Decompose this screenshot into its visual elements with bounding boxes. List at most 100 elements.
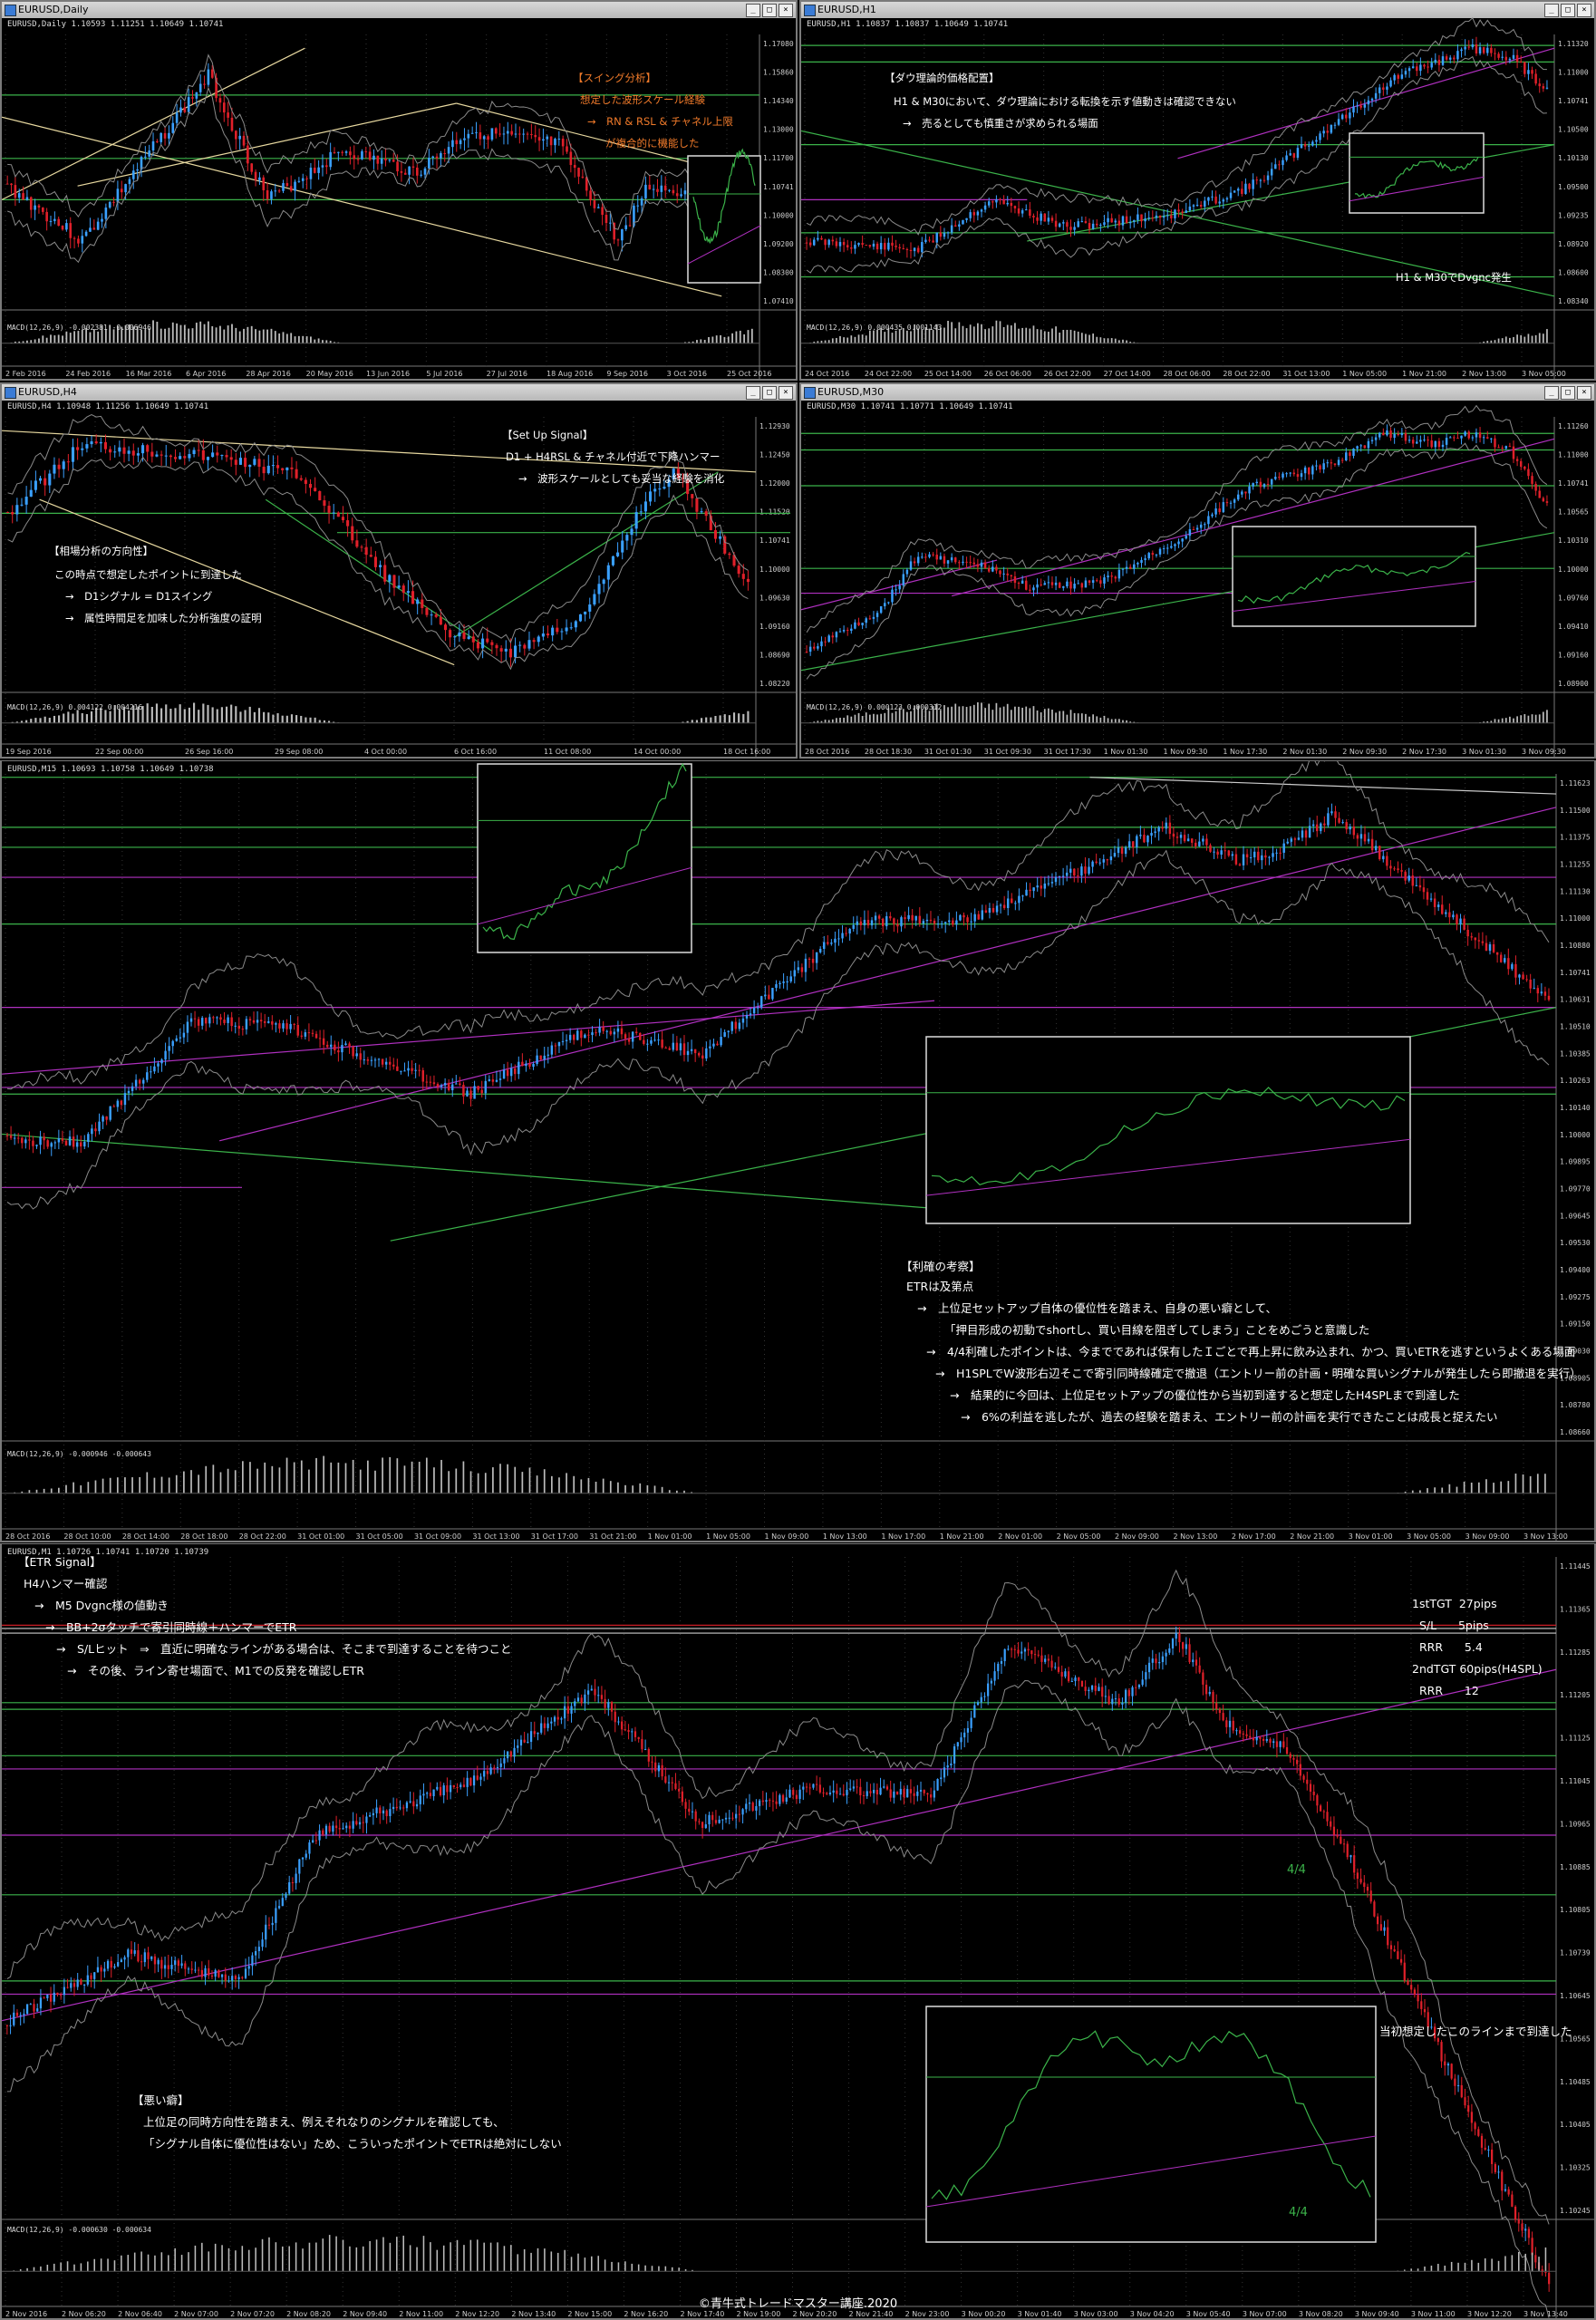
candle-body xyxy=(1349,826,1351,830)
candle-body xyxy=(1241,188,1243,194)
maximize-button[interactable]: □ xyxy=(1561,386,1575,400)
price-chart[interactable]: 1.112601.110001.107411.105651.103101.100… xyxy=(801,384,1594,757)
candle-body xyxy=(1006,573,1009,575)
window-titlebar[interactable]: EURUSD,H1 _ □ × xyxy=(801,2,1594,18)
candle-body xyxy=(224,1974,227,1981)
chart-window-h4[interactable]: EURUSD,H4 _ □ × EURUSD,H4 1.10948 1.11256 … xyxy=(0,382,798,759)
candle-body xyxy=(613,1031,616,1035)
candle-body xyxy=(1309,1784,1312,1792)
price-chart[interactable]: 1.129301.124501.120001.115201.107411.100… xyxy=(2,384,796,757)
price-chart[interactable]: 1.116231.115001.113751.112551.111301.110… xyxy=(2,761,1596,1542)
candle-body xyxy=(956,1742,959,1747)
candle-body xyxy=(1423,64,1426,67)
candle-body xyxy=(523,1739,526,1743)
candle-body xyxy=(265,1924,267,1940)
window-titlebar[interactable]: EURUSD,M30 _ □ × xyxy=(801,384,1594,401)
candle-body xyxy=(1255,179,1258,181)
candle-body xyxy=(329,151,332,168)
candle-body xyxy=(87,1134,90,1142)
maximize-button[interactable]: □ xyxy=(762,4,777,17)
minimize-button[interactable]: _ xyxy=(1544,4,1559,17)
candle-body xyxy=(795,1794,798,1800)
price-tick-label: 1.10645 xyxy=(1560,1992,1591,2000)
close-button[interactable]: × xyxy=(779,4,793,17)
price-chart[interactable]: 1.113201.110001.107411.105001.101301.095… xyxy=(801,2,1594,379)
chart-window-h1[interactable]: EURUSD,H1 _ □ × EURUSD,H1 1.10837 1.10837 … xyxy=(799,0,1596,381)
candle-body xyxy=(451,140,454,148)
close-button[interactable]: × xyxy=(1577,4,1591,17)
time-tick-label: 24 Oct 22:00 xyxy=(865,370,912,378)
candle-body xyxy=(1327,813,1330,826)
chart-window-m15[interactable]: EURUSD,M15 1.10693 1.10758 1.10649 1.107… xyxy=(0,760,1596,1542)
candle-body xyxy=(1441,56,1445,65)
candle-body xyxy=(392,575,396,588)
trend-line xyxy=(77,102,457,187)
inset-price-line xyxy=(1355,157,1479,199)
candle-body xyxy=(1239,1730,1242,1734)
candle-body xyxy=(1494,53,1496,54)
chart-window-daily[interactable]: EURUSD,Daily _ □ × EURUSD,Daily 1.10593 1.… xyxy=(0,0,798,381)
candle-body xyxy=(987,201,991,206)
candle-body xyxy=(656,188,659,192)
candle-body xyxy=(43,1997,45,1999)
candle-body xyxy=(527,640,531,649)
candle-body xyxy=(442,1785,445,1796)
window-titlebar[interactable]: EURUSD,H4 _ □ × xyxy=(2,384,796,401)
candle-body xyxy=(141,445,145,454)
price-chart[interactable]: 1.170801.158601.143401.130001.117001.107… xyxy=(2,2,796,379)
candle-body xyxy=(504,648,508,652)
candle-body xyxy=(215,77,218,99)
candle-body xyxy=(1349,1855,1352,1858)
candle-body xyxy=(20,504,24,506)
window-titlebar[interactable]: EURUSD,Daily _ □ × xyxy=(2,2,796,18)
minimize-button[interactable]: _ xyxy=(746,4,760,17)
candle-body xyxy=(1434,59,1437,63)
candle-body xyxy=(805,1786,808,1788)
candle-body xyxy=(173,457,178,459)
candle-body xyxy=(15,505,19,515)
candle-body xyxy=(1117,847,1120,854)
candle-body xyxy=(672,469,675,479)
candle-body xyxy=(304,1032,307,1037)
stat-row: S/L 5pips xyxy=(1412,1615,1543,1637)
candle-body xyxy=(428,158,430,169)
candle-body xyxy=(392,160,395,162)
maximize-button[interactable]: □ xyxy=(762,386,777,400)
price-chart[interactable]: 1.114451.113651.112851.112051.111251.110… xyxy=(2,1544,1596,2319)
price-tick-label: 1.09275 xyxy=(1560,1293,1591,1301)
candle-body xyxy=(1017,1649,1020,1654)
candle-body xyxy=(1091,861,1094,867)
candle-body xyxy=(1523,62,1526,74)
candle-body xyxy=(487,136,489,140)
candle-body xyxy=(1315,465,1318,467)
candle-body xyxy=(1393,868,1396,870)
candle-body xyxy=(913,561,916,564)
minimize-button[interactable]: _ xyxy=(1544,386,1559,400)
candle-body xyxy=(966,1727,970,1733)
candle-body xyxy=(617,1721,620,1723)
close-button[interactable]: × xyxy=(779,386,793,400)
candle-body xyxy=(324,1825,328,1835)
candle-body xyxy=(257,459,261,468)
candle-body xyxy=(471,636,475,643)
candle-body xyxy=(250,163,254,172)
candle-body xyxy=(746,578,750,583)
time-tick-label: 14 Oct 00:00 xyxy=(634,748,681,756)
maximize-button[interactable]: □ xyxy=(1561,4,1575,17)
chart-window-m1[interactable]: EURUSD,M1 1.10726 1.10741 1.10720 1.1073… xyxy=(0,1543,1596,2320)
candle-body xyxy=(510,130,513,135)
chart-window-m30[interactable]: EURUSD,M30 _ □ × EURUSD,M30 1.10741 1.1077… xyxy=(799,382,1596,759)
candle-body xyxy=(846,245,849,248)
candle-body xyxy=(147,1952,150,1959)
candle-body xyxy=(484,1080,487,1094)
minimize-button[interactable]: _ xyxy=(746,386,760,400)
candle-body xyxy=(950,1763,953,1766)
candle-body xyxy=(179,456,182,459)
candle-body xyxy=(842,242,846,246)
candle-body xyxy=(509,1068,513,1077)
candle-body xyxy=(421,1069,424,1082)
close-button[interactable]: × xyxy=(1577,386,1591,400)
bollinger-lower xyxy=(6,849,1550,1210)
candle-body xyxy=(1399,1958,1403,1963)
stat-label: 1stTGT xyxy=(1412,1597,1452,1610)
